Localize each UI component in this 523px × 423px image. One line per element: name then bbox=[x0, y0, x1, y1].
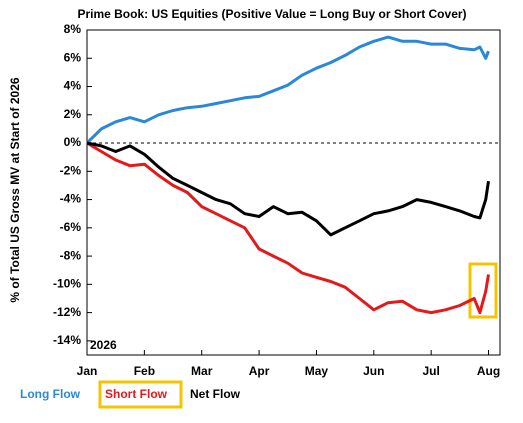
legend-highlight-box bbox=[98, 380, 183, 409]
x-tick-label: Aug bbox=[477, 364, 500, 378]
series-line bbox=[86, 141, 490, 237]
x-tick-label: Apr bbox=[249, 364, 270, 378]
x-tick-label: Jan bbox=[77, 364, 98, 378]
x-tick-label: Jun bbox=[363, 364, 384, 378]
x-tick-label: Jul bbox=[422, 364, 439, 378]
y-tick-label: -10% bbox=[53, 277, 81, 291]
plot-frame bbox=[86, 29, 501, 356]
y-axis-label: % of Total US Gross MV at Start of 2026 bbox=[8, 77, 22, 302]
y-tick-label: -8% bbox=[60, 248, 82, 262]
y-tick-label: 2% bbox=[64, 107, 82, 121]
x-tick-label: Mar bbox=[191, 364, 213, 378]
chart-title: Prime Book: US Equities (Positive Value … bbox=[77, 7, 466, 21]
legend-label: Net Flow bbox=[190, 387, 241, 401]
y-tick-label: -4% bbox=[60, 192, 82, 206]
series-line bbox=[86, 141, 490, 315]
x-tick-label: Feb bbox=[134, 364, 155, 378]
y-tick-label: -2% bbox=[60, 163, 82, 177]
x-tick-label: May bbox=[305, 364, 329, 378]
highlight-box bbox=[468, 262, 498, 319]
legend-label: Long Flow bbox=[20, 387, 81, 401]
y-tick-label: 4% bbox=[64, 79, 82, 93]
y-tick-label: 0% bbox=[64, 135, 82, 149]
y-tick-label: 8% bbox=[64, 22, 82, 36]
y-tick-label: 6% bbox=[64, 50, 82, 64]
y-tick-label: -6% bbox=[60, 220, 82, 234]
y-tick-label: -12% bbox=[53, 305, 81, 319]
y-tick-label: -14% bbox=[53, 333, 81, 347]
annotation: 2026 bbox=[90, 338, 117, 352]
legend-label: Short Flow bbox=[105, 387, 168, 401]
series-line bbox=[85, 35, 490, 145]
